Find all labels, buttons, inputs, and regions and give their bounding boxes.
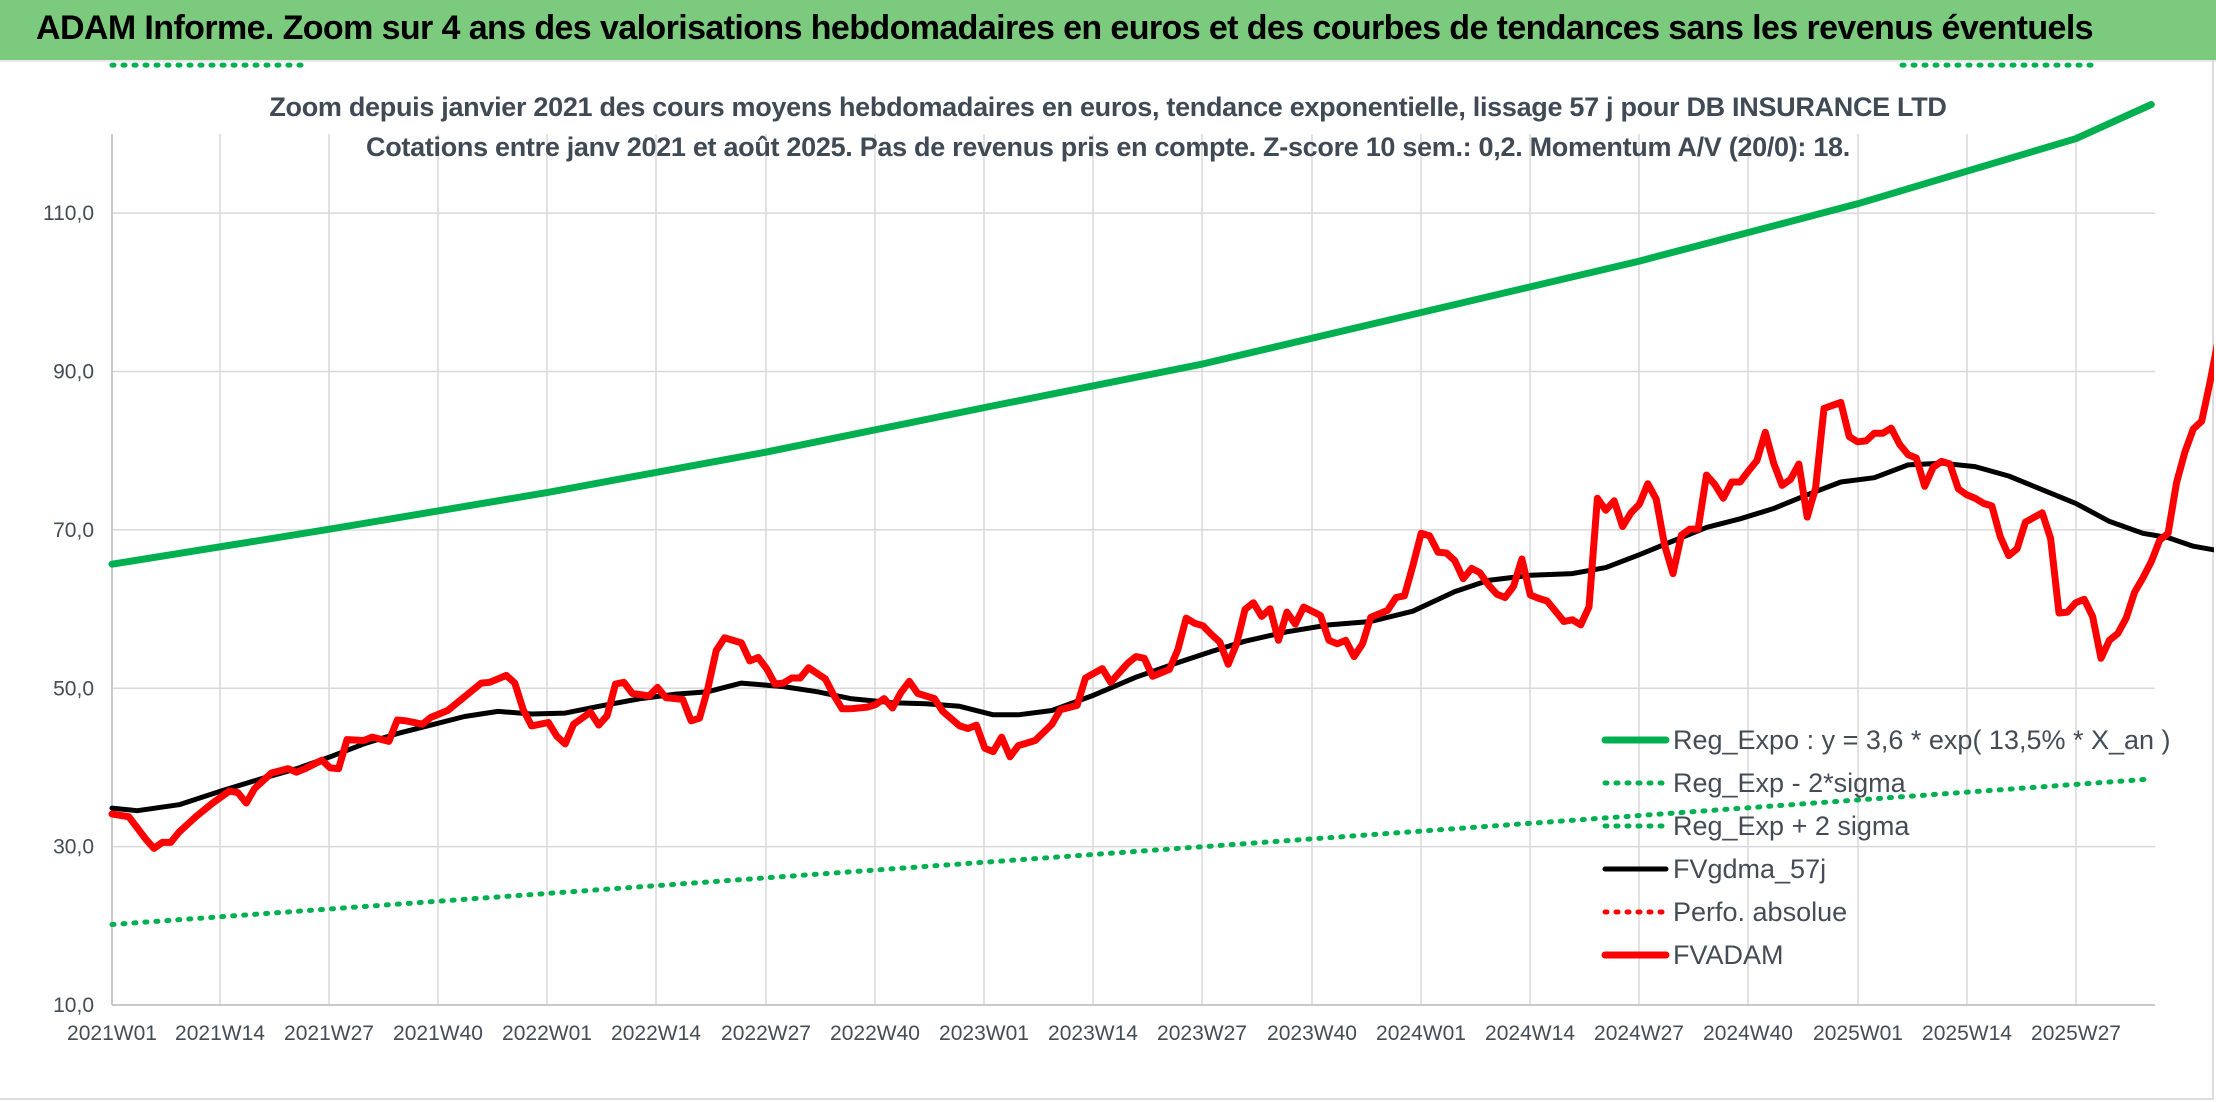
x-axis-ticks: 2021W01 2021W14 2021W27 2021W40 2022W01 2022W…: [67, 1022, 2121, 1045]
series-line-reg-expo: [108, 101, 2155, 568]
x-tick-label: 2021W40: [393, 1022, 483, 1045]
x-tick-label: 2025W27: [2031, 1022, 2121, 1045]
legend-entry-label: FVgdma_57j: [1673, 854, 1826, 884]
y-tick-label: 70,0: [53, 519, 94, 542]
x-tick-label: 2022W27: [721, 1022, 811, 1045]
chart-frame: 10,0 30,0 50,0 70,0 90,0 110,0 2021W01 2021W14…: [0, 60, 2214, 1100]
x-tick-label: 2021W14: [175, 1022, 265, 1045]
x-tick-label: 2022W01: [502, 1022, 592, 1045]
legend-entry-label: FVADAM: [1673, 940, 1784, 970]
y-axis-ticks: 10,0 30,0 50,0 70,0 90,0 110,0: [43, 202, 94, 1017]
grid-layer: [111, 134, 2155, 1006]
legend-entry-label: Perfo. absolue: [1673, 897, 1847, 927]
x-tick-label: 2022W40: [830, 1022, 920, 1045]
x-tick-label: 2023W14: [1048, 1022, 1138, 1045]
header-bar: ADAM Informe. Zoom sur 4 ans des valoris…: [0, 0, 2216, 62]
series-line-fvgdma-57j: [109, 460, 2214, 814]
x-tick-label: 2023W27: [1157, 1022, 1247, 1045]
legend-entry-label: Reg_Expo : y = 3,6 * exp( 13,5% * X_an ): [1673, 725, 2171, 755]
x-tick-label: 2022W14: [611, 1022, 701, 1045]
legend-entry-label: Reg_Exp - 2*sigma: [1673, 768, 1907, 798]
x-tick-label: 2025W01: [1813, 1022, 1903, 1045]
x-tick-label: 2023W40: [1267, 1022, 1357, 1045]
x-tick-label: 2025W14: [1922, 1022, 2012, 1045]
x-tick-label: 2024W14: [1485, 1022, 1575, 1045]
x-tick-label: 2024W01: [1376, 1022, 1466, 1045]
y-tick-label: 90,0: [53, 361, 94, 384]
chart-title: Zoom depuis janvier 2021 des cours moyen…: [269, 92, 1947, 122]
x-tick-label: 2023W01: [939, 1022, 1029, 1045]
series-layer: [108, 62, 2214, 927]
y-tick-label: 30,0: [53, 836, 94, 859]
x-tick-label: 2024W27: [1594, 1022, 1684, 1045]
legend-entry-label: Reg_Exp + 2 sigma: [1673, 811, 1910, 841]
series-line-fvadam: [108, 343, 2214, 852]
series-line-reg-exp-minus-2-sigma: [109, 776, 2154, 927]
line-chart: 10,0 30,0 50,0 70,0 90,0 110,0 2021W01 2021W14…: [43, 62, 2214, 1045]
y-tick-label: 10,0: [53, 994, 94, 1017]
x-tick-label: 2021W27: [284, 1022, 374, 1045]
chart-legend: Reg_Expo : y = 3,6 * exp( 13,5% * X_an )…: [1601, 725, 2171, 970]
chart-subtitle: Cotations entre janv 2021 et août 2025. …: [366, 132, 1850, 162]
y-tick-label: 50,0: [53, 677, 94, 700]
header-title: ADAM Informe. Zoom sur 4 ans des valoris…: [36, 9, 2094, 47]
y-tick-label: 110,0: [43, 202, 94, 225]
x-tick-label: 2024W40: [1703, 1022, 1793, 1045]
x-tick-label: 2021W01: [67, 1022, 157, 1045]
